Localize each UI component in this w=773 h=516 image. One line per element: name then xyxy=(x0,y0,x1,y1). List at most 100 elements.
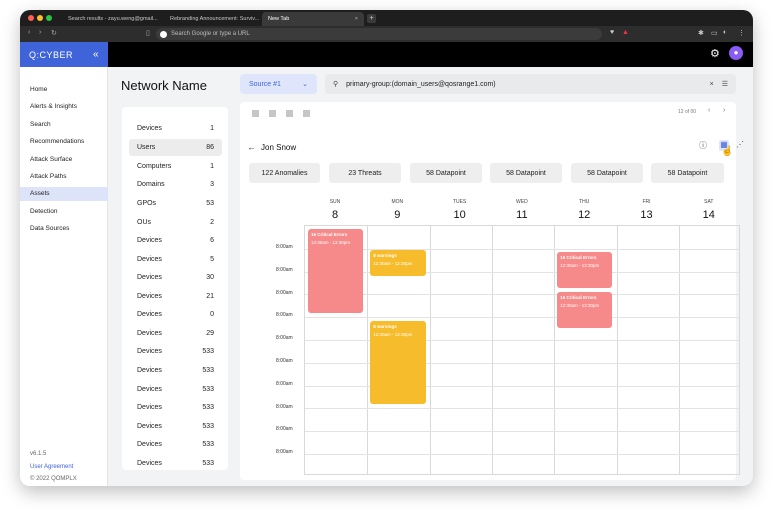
bookmark-icon[interactable]: ▯ xyxy=(146,30,150,37)
network-row-count: 53 xyxy=(206,200,214,207)
source-select-value: Source #1 xyxy=(249,80,281,88)
network-row[interactable]: Devices 5 xyxy=(129,251,222,268)
stat-anomalies[interactable]: 122 Anomalies xyxy=(249,163,320,183)
network-row[interactable]: Devices 0 xyxy=(129,306,222,323)
filter-sliders-icon[interactable]: ☰ xyxy=(721,81,728,88)
reload-icon[interactable]: ↻ xyxy=(51,30,57,37)
network-row[interactable]: Devices 533 xyxy=(129,455,222,472)
calendar-event[interactable]: 16 Critical Errors 12:30am - 12:30pm xyxy=(557,292,613,328)
calendar-view-icon[interactable]: ▦ xyxy=(719,140,729,151)
omnibox-input[interactable]: Search Google or type a URL xyxy=(156,28,602,40)
network-row[interactable]: Computers 1 xyxy=(129,158,222,175)
graph-view-icon[interactable]: ⋰ xyxy=(736,140,744,149)
close-tab-icon[interactable]: × xyxy=(354,16,358,22)
network-row[interactable]: Devices 533 xyxy=(129,399,222,416)
sidebar-item-attack-surface[interactable]: Attack Surface xyxy=(30,156,73,163)
calendar-day-number[interactable]: 10 xyxy=(453,209,466,221)
sidebar-item-search[interactable]: Search xyxy=(30,121,51,128)
sidebar-item-recommendations[interactable]: Recommendations xyxy=(30,138,85,145)
network-row-label: Devices xyxy=(137,237,162,244)
toolbar-square-icon[interactable] xyxy=(252,110,259,117)
puzzle-icon[interactable]: ✱ xyxy=(698,30,704,37)
calendar-day-number[interactable]: 13 xyxy=(640,209,653,221)
calendar-event-time: 12:30am - 12:30pm xyxy=(560,263,600,268)
calendar-column-divider xyxy=(554,226,556,474)
next-page-icon[interactable]: › xyxy=(723,107,726,114)
calendar-time-label: 8:00am xyxy=(276,244,293,250)
menu-dots-icon[interactable]: ⋮ xyxy=(738,30,745,37)
stat-datapoint[interactable]: 58 Datapoint xyxy=(490,163,562,183)
network-row[interactable]: Domains 3 xyxy=(129,176,222,193)
maximize-window-icon[interactable] xyxy=(46,15,52,21)
shield-extension-icon[interactable]: ♥ xyxy=(610,29,615,36)
profile-extension-icon[interactable]: ◐ xyxy=(723,29,728,36)
calendar-day-number[interactable]: 12 xyxy=(578,209,591,221)
network-row[interactable]: Devices 533 xyxy=(129,436,222,453)
hand-cursor-icon: ☝ xyxy=(721,146,734,157)
calendar-event[interactable]: 16 Critical Errors 12:30am - 12:30pm xyxy=(308,229,364,313)
app-header: Q:CYBER « ⚙ ● xyxy=(20,42,753,67)
tab-label: Rebranding Announcement: Surviv... xyxy=(170,16,260,22)
network-row[interactable]: Devices 30 xyxy=(129,269,222,286)
browser-tab-new-tab[interactable]: New Tab × xyxy=(262,12,364,26)
search-input[interactable]: ⚲ primary-group:(domain_users@qosrange1.… xyxy=(325,74,736,94)
sidebar-item-alerts-insights[interactable]: Alerts & Insights xyxy=(30,103,77,110)
browser-tab-gmail[interactable]: Search results - zayu.weng@gmail... xyxy=(58,12,158,26)
calendar-day-number[interactable]: 9 xyxy=(394,209,401,221)
back-arrow-icon[interactable]: ‹ xyxy=(28,29,31,36)
network-row[interactable]: Devices 533 xyxy=(129,362,222,379)
new-tab-button[interactable]: + xyxy=(367,14,376,23)
network-row[interactable]: GPOs 53 xyxy=(129,195,222,212)
network-row[interactable]: Devices 6 xyxy=(129,232,222,249)
network-row[interactable]: Devices 533 xyxy=(129,381,222,398)
user-agreement-link[interactable]: User Agreement xyxy=(30,464,74,470)
toolbar-square-icon[interactable] xyxy=(269,110,276,117)
calendar-day-name: MON xyxy=(391,199,404,205)
browser-window: Search results - zayu.weng@gmail... Rebr… xyxy=(20,10,753,486)
calendar-day-number[interactable]: 11 xyxy=(516,209,528,221)
calendar-event[interactable]: 8 warnings 12:30am - 12:30pm xyxy=(370,250,426,276)
info-icon[interactable]: ⓘ xyxy=(699,141,707,150)
stat-threats[interactable]: 23 Threats xyxy=(329,163,401,183)
stat-datapoint[interactable]: 58 Datapoint xyxy=(410,163,482,183)
omnibox-placeholder: Search Google or type a URL xyxy=(171,31,250,37)
source-select[interactable]: Source #1 ⌄ xyxy=(240,74,317,94)
sidebar-item-home[interactable]: Home xyxy=(30,86,48,93)
calendar-event[interactable]: 8 warnings 12:30am - 12:30pm xyxy=(370,321,426,404)
calendar-row-divider xyxy=(305,385,739,387)
toolbar-square-icon[interactable] xyxy=(286,110,293,117)
network-row[interactable]: Devices 533 xyxy=(129,418,222,435)
minimize-window-icon[interactable] xyxy=(37,15,43,21)
gear-icon[interactable]: ⚙ xyxy=(710,48,720,60)
network-row[interactable]: OUs 2 xyxy=(129,214,222,231)
stat-datapoint[interactable]: 58 Datapoint xyxy=(571,163,643,183)
network-row[interactable]: Devices 29 xyxy=(129,325,222,342)
calendar-day-number[interactable]: 8 xyxy=(331,209,339,221)
avatar[interactable]: ● xyxy=(729,46,743,60)
clear-search-icon[interactable]: × xyxy=(709,80,714,88)
collapse-sidebar-icon[interactable]: « xyxy=(92,49,99,60)
back-arrow-icon[interactable]: ← xyxy=(247,142,256,152)
sidebar-item-attack-paths[interactable]: Attack Paths xyxy=(30,173,67,180)
network-row-label: Users xyxy=(137,144,156,151)
sidebar-item-assets[interactable]: Assets xyxy=(20,187,108,201)
toolbar-square-icon[interactable] xyxy=(303,110,310,117)
network-row[interactable]: Devices 1 xyxy=(129,120,222,137)
calendar-day-number[interactable]: 14 xyxy=(702,209,715,221)
window-icon[interactable]: ▭ xyxy=(711,30,718,37)
sidebar-item-data-sources[interactable]: Data Sources xyxy=(30,225,70,232)
stat-datapoint[interactable]: 58 Datapoint xyxy=(651,163,724,183)
calendar-column-divider xyxy=(616,226,618,474)
network-row[interactable]: Users 86 xyxy=(129,139,222,156)
calendar-row-divider xyxy=(305,362,739,364)
network-row[interactable]: Devices 533 xyxy=(129,343,222,360)
sidebar-item-detection[interactable]: Detection xyxy=(30,208,58,215)
close-window-icon[interactable] xyxy=(28,15,34,21)
browser-tab-rebranding[interactable]: Rebranding Announcement: Surviv... xyxy=(160,12,260,26)
alert-extension-icon[interactable]: ▲ xyxy=(622,29,629,36)
network-row[interactable]: Devices 21 xyxy=(129,288,222,305)
prev-page-icon[interactable]: ‹ xyxy=(708,107,711,114)
forward-arrow-icon[interactable]: › xyxy=(39,29,42,36)
network-row-count: 0 xyxy=(210,311,214,318)
calendar-event[interactable]: 16 Critical Errors 12:30am - 12:30pm xyxy=(557,252,613,288)
